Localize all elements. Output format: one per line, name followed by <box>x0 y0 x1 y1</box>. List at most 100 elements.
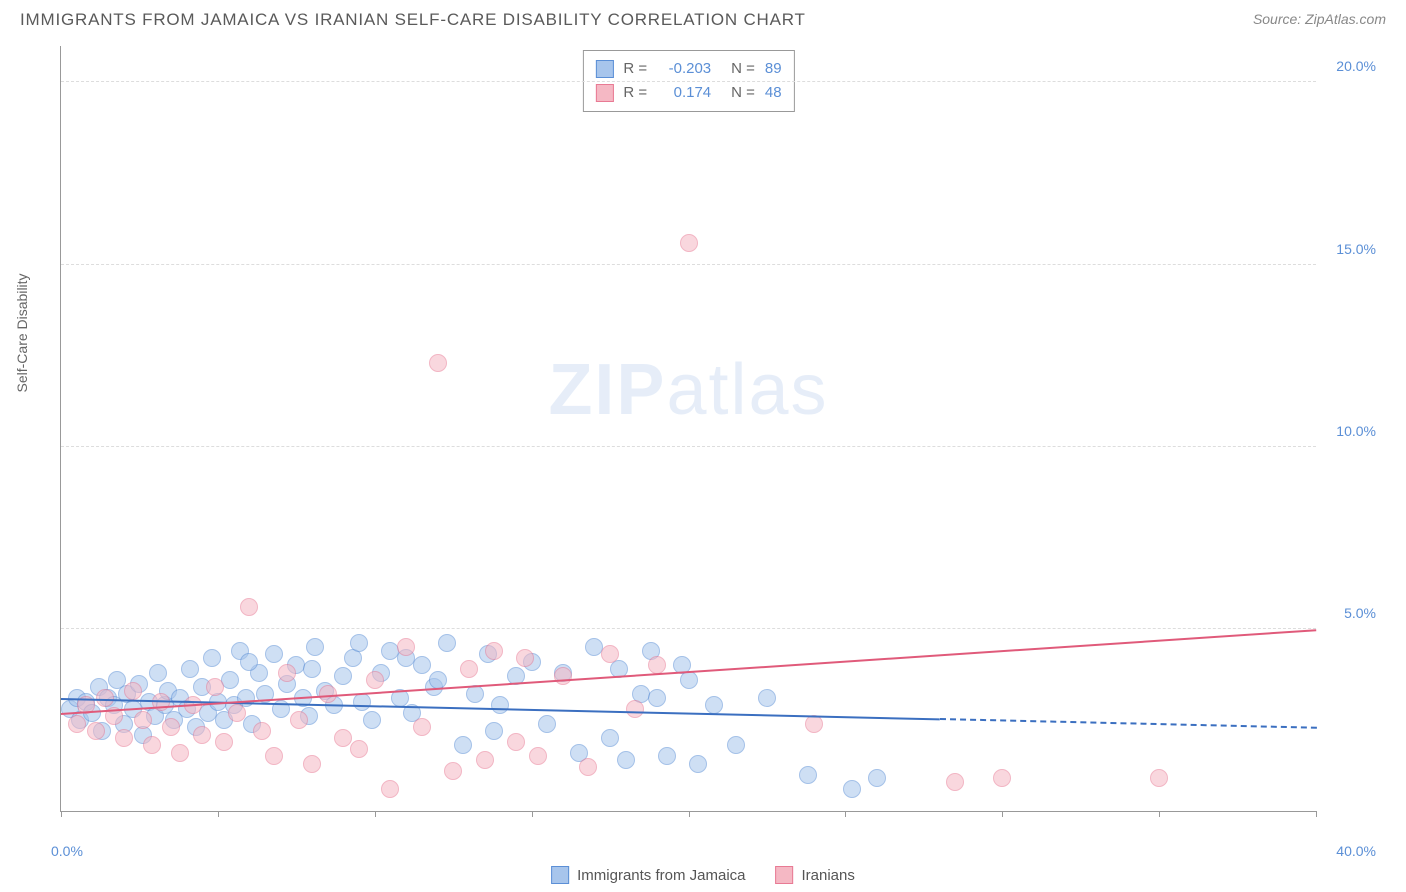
data-point <box>680 234 698 252</box>
data-point <box>648 689 666 707</box>
data-point <box>843 780 861 798</box>
data-point <box>648 656 666 674</box>
legend-r-value: -0.203 <box>657 57 711 81</box>
data-point <box>181 660 199 678</box>
data-point <box>193 726 211 744</box>
x-tick <box>375 811 376 817</box>
data-point <box>554 667 572 685</box>
x-tick <box>61 811 62 817</box>
data-point <box>466 685 484 703</box>
data-point <box>303 660 321 678</box>
data-point <box>485 642 503 660</box>
data-point <box>529 747 547 765</box>
data-point <box>516 649 534 667</box>
legend-n-label: N = <box>731 81 755 105</box>
series-legend-item: Iranians <box>776 866 855 884</box>
data-point <box>124 682 142 700</box>
watermark-b: atlas <box>666 350 828 430</box>
data-point <box>460 660 478 678</box>
legend-swatch <box>595 84 613 102</box>
y-axis-label: Self-Care Disability <box>14 273 30 392</box>
data-point <box>350 634 368 652</box>
data-point <box>381 780 399 798</box>
data-point <box>290 711 308 729</box>
x-tick <box>845 811 846 817</box>
data-point <box>171 744 189 762</box>
series-legend-item: Immigrants from Jamaica <box>551 866 745 884</box>
data-point <box>617 751 635 769</box>
legend-swatch <box>776 866 794 884</box>
data-point <box>413 718 431 736</box>
data-point <box>1150 769 1168 787</box>
data-point <box>429 671 447 689</box>
data-point <box>758 689 776 707</box>
x-tick-label: 0.0% <box>51 843 83 859</box>
legend-n-value: 48 <box>765 81 782 105</box>
data-point <box>87 722 105 740</box>
source-name: ZipAtlas.com <box>1305 11 1386 27</box>
grid-line <box>61 628 1316 629</box>
grid-line <box>61 446 1316 447</box>
plot-area: ZIPatlas R = -0.203 N = 89R = 0.174N = 48… <box>60 46 1316 812</box>
data-point <box>206 678 224 696</box>
y-tick-label: 20.0% <box>1336 58 1376 74</box>
legend-n-value: 89 <box>765 57 782 81</box>
source-prefix: Source: <box>1253 11 1305 27</box>
data-point <box>143 736 161 754</box>
y-tick-label: 10.0% <box>1336 423 1376 439</box>
chart-container: Self-Care Disability ZIPatlas R = -0.203… <box>40 46 1386 842</box>
x-tick-label: 40.0% <box>1336 843 1376 859</box>
data-point <box>265 747 283 765</box>
data-point <box>68 715 86 733</box>
grid-line <box>61 81 1316 82</box>
watermark-a: ZIP <box>548 350 666 430</box>
grid-line <box>61 264 1316 265</box>
data-point <box>727 736 745 754</box>
legend-row: R = 0.174N = 48 <box>595 81 781 105</box>
data-point <box>134 711 152 729</box>
data-point <box>240 598 258 616</box>
data-point <box>507 733 525 751</box>
data-point <box>868 769 886 787</box>
x-tick <box>218 811 219 817</box>
data-point <box>429 354 447 372</box>
legend-swatch <box>595 60 613 78</box>
data-point <box>601 729 619 747</box>
watermark: ZIPatlas <box>548 349 828 431</box>
legend-r-label: R = <box>623 57 647 81</box>
data-point <box>491 696 509 714</box>
data-point <box>680 671 698 689</box>
data-point <box>579 758 597 776</box>
data-point <box>203 649 221 667</box>
data-point <box>363 711 381 729</box>
data-point <box>265 645 283 663</box>
legend-n-label: N = <box>731 57 755 81</box>
legend-swatch <box>551 866 569 884</box>
x-tick <box>1159 811 1160 817</box>
data-point <box>476 751 494 769</box>
data-point <box>413 656 431 674</box>
data-point <box>306 638 324 656</box>
data-point <box>438 634 456 652</box>
series-name: Iranians <box>802 867 855 884</box>
data-point <box>353 693 371 711</box>
series-name: Immigrants from Jamaica <box>577 867 745 884</box>
series-legend: Immigrants from Jamaica Iranians <box>551 866 855 884</box>
y-tick-label: 5.0% <box>1344 605 1376 621</box>
data-point <box>149 664 167 682</box>
data-point <box>799 766 817 784</box>
data-point <box>221 671 239 689</box>
legend-r-label: R = <box>623 81 647 105</box>
trend-line <box>939 718 1316 729</box>
x-tick <box>532 811 533 817</box>
data-point <box>444 762 462 780</box>
x-tick <box>1002 811 1003 817</box>
x-tick <box>1316 811 1317 817</box>
data-point <box>350 740 368 758</box>
data-point <box>334 729 352 747</box>
data-point <box>162 718 180 736</box>
data-point <box>658 747 676 765</box>
data-point <box>689 755 707 773</box>
data-point <box>278 664 296 682</box>
x-tick <box>689 811 690 817</box>
